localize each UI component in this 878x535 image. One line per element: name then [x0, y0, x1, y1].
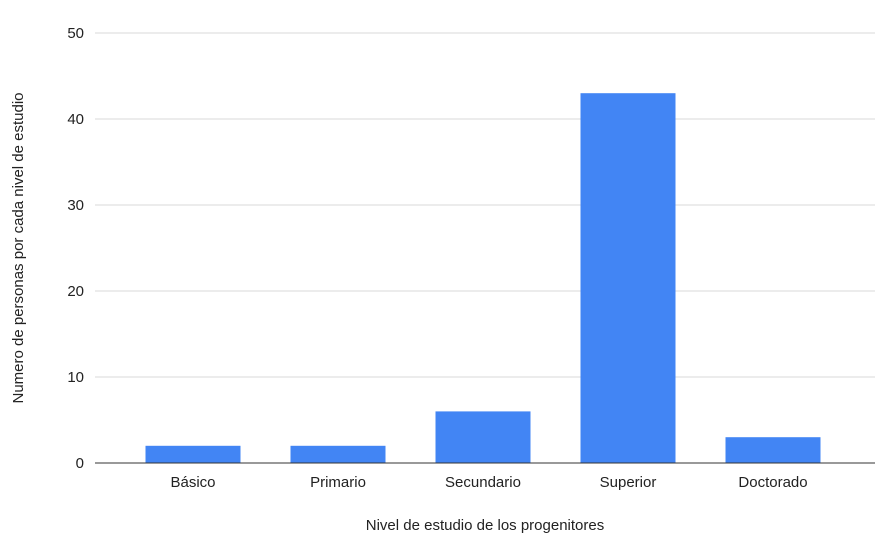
bar-básico[interactable]: [145, 445, 241, 463]
bar-superior[interactable]: [580, 93, 676, 463]
y-tick-label: 40: [67, 111, 84, 128]
bar-primario[interactable]: [290, 445, 386, 463]
x-tick-label: Secundario: [445, 474, 521, 491]
y-tick-label: 30: [67, 197, 84, 214]
y-axis-tick-labels: 0 10 20 30 40 50: [67, 25, 84, 472]
bar-doctorado[interactable]: [725, 437, 821, 463]
x-axis-tick-labels: Básico Primario Secundario Superior Doctorad…: [170, 474, 807, 491]
gridlines: [95, 32, 875, 378]
y-axis-title: Numero de personas por cada nivel de est…: [10, 92, 27, 403]
y-tick-label: 0: [76, 455, 84, 472]
y-tick-label: 20: [67, 283, 84, 300]
x-tick-label: Primario: [310, 474, 366, 491]
x-tick-label: Doctorado: [738, 474, 807, 491]
y-tick-label: 50: [67, 25, 84, 42]
x-axis-title: Nivel de estudio de los progenitores: [366, 517, 604, 534]
x-tick-label: Superior: [600, 474, 657, 491]
x-tick-label: Básico: [170, 474, 215, 491]
y-tick-label: 10: [67, 369, 84, 386]
bars: [145, 93, 821, 463]
bar-secundario[interactable]: [435, 411, 531, 463]
